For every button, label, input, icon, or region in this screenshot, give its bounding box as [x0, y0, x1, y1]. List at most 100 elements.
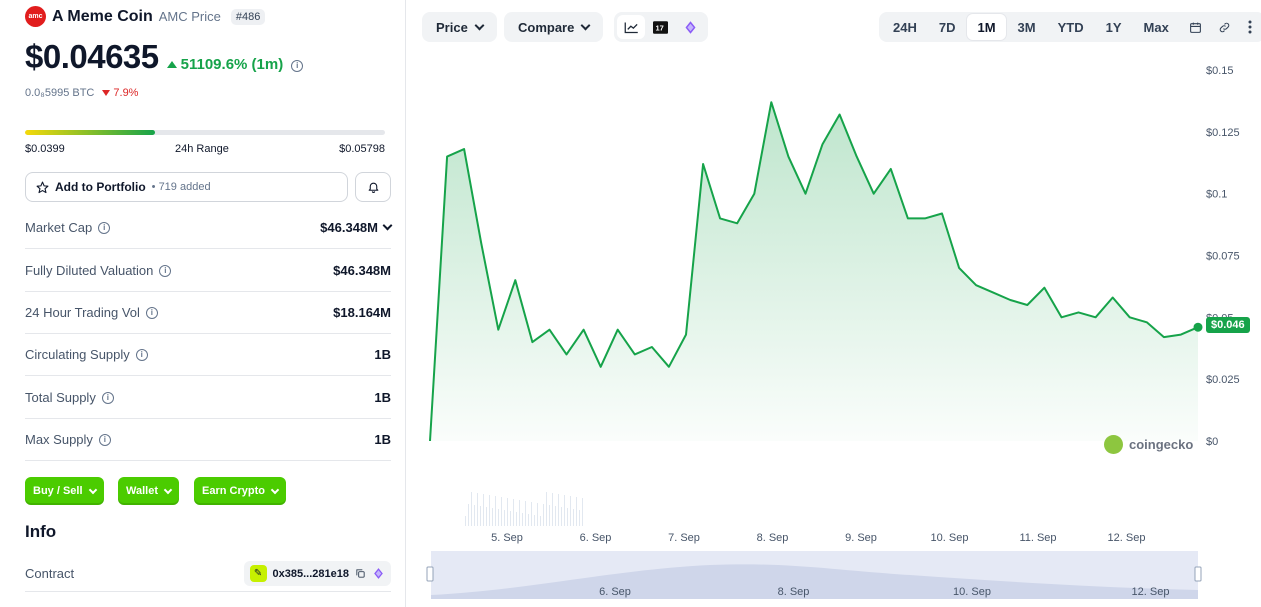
- x-tick-label: 12. Sep: [1108, 532, 1146, 544]
- volume-bar: [480, 506, 481, 526]
- current-price-tag: $0.046: [1206, 317, 1250, 333]
- contract-address: 0x385...281e18: [272, 567, 349, 580]
- tradingview-button[interactable]: 17: [645, 12, 675, 42]
- volume-bar: [510, 511, 511, 526]
- range-7d-button[interactable]: 7D: [938, 19, 956, 35]
- contract-label: Contract: [25, 566, 75, 581]
- stat-label: Max Supply: [25, 432, 93, 447]
- volume-bar: [495, 496, 496, 526]
- price-change-value: 51109.6% (1m): [180, 56, 284, 73]
- volume-bar: [531, 502, 532, 526]
- earn-crypto-button[interactable]: Earn Crypto: [194, 477, 286, 505]
- contract-chip[interactable]: ✎ 0x385...281e18: [243, 561, 391, 586]
- volume-bar: [573, 509, 574, 526]
- volume-bar: [504, 510, 505, 526]
- volume-bar: [489, 495, 490, 526]
- chain-logo-icon: ✎: [249, 565, 267, 582]
- volume-bar: [525, 501, 526, 526]
- stat-row-total-supply: Total Supply i 1B: [25, 377, 391, 419]
- range-ytd-button[interactable]: YTD: [1057, 19, 1084, 35]
- stat-value: $46.348M: [320, 220, 378, 235]
- range-high: $0.05798: [339, 143, 385, 155]
- navigator-right-handle[interactable]: [1194, 566, 1202, 582]
- price-line: [429, 101, 1199, 442]
- volume-bar: [474, 505, 475, 526]
- volume-bar: [540, 516, 541, 526]
- range-bar-fill: [25, 130, 155, 135]
- add-to-portfolio-button[interactable]: Add to Portfolio • 719 added: [25, 172, 348, 202]
- diamond-icon: [685, 20, 695, 34]
- range-max-button[interactable]: Max: [1143, 19, 1169, 35]
- price-dropdown[interactable]: Price: [422, 12, 497, 42]
- info-icon[interactable]: i: [291, 59, 304, 72]
- stat-row-volume: 24 Hour Trading Vol i $18.164M: [25, 292, 391, 334]
- x-tick-label: 7. Sep: [668, 532, 700, 544]
- info-icon[interactable]: i: [98, 221, 111, 234]
- stat-row-circulating-supply: Circulating Supply i 1B: [25, 334, 391, 376]
- info-icon[interactable]: i: [98, 433, 111, 446]
- range-navigator[interactable]: 6. Sep 8. Sep 10. Sep 12. Sep: [426, 551, 1202, 599]
- range-bar: [25, 130, 385, 135]
- chevron-down-icon[interactable]: [382, 220, 393, 231]
- time-range-group: 24H 7D 1M 3M YTD 1Y Max: [879, 12, 1261, 42]
- volume-bars: [465, 492, 583, 526]
- volume-bar: [552, 493, 553, 526]
- volume-bar: [507, 498, 508, 526]
- volume-bar: [549, 505, 550, 526]
- stat-label: 24 Hour Trading Vol: [25, 305, 140, 320]
- watermark-text: coingecko: [1129, 437, 1194, 452]
- info-icon[interactable]: i: [101, 391, 114, 404]
- calendar-button[interactable]: [1181, 12, 1211, 42]
- explorer-diamond-icon[interactable]: [372, 567, 385, 580]
- range-1y-button[interactable]: 1Y: [1105, 19, 1122, 35]
- y-tick-label: $0.1: [1206, 189, 1227, 201]
- portfolio-added-count: • 719 added: [151, 181, 211, 193]
- line-chart-button[interactable]: [617, 15, 645, 39]
- volume-bar: [537, 503, 538, 526]
- stat-label: Fully Diluted Valuation: [25, 263, 154, 278]
- coin-logo: amc: [25, 6, 46, 27]
- range-3m-button[interactable]: 3M: [1017, 19, 1036, 35]
- coingecko-watermark: coingecko: [1104, 435, 1193, 454]
- info-icon[interactable]: i: [135, 348, 148, 361]
- wallet-button[interactable]: Wallet: [118, 477, 179, 505]
- volume-bar: [492, 508, 493, 526]
- copy-icon[interactable]: [355, 568, 366, 579]
- info-icon[interactable]: i: [159, 264, 172, 277]
- range-1m-button[interactable]: 1M: [967, 14, 1006, 40]
- wallet-label: Wallet: [126, 485, 158, 497]
- chevron-down-icon: [270, 485, 280, 494]
- volume-bar: [528, 514, 529, 526]
- earn-crypto-label: Earn Crypto: [202, 485, 265, 497]
- volume-bar: [468, 504, 469, 526]
- navigator-left-handle[interactable]: [426, 566, 434, 582]
- price-alert-button[interactable]: [355, 172, 391, 202]
- compare-dropdown[interactable]: Compare: [504, 12, 604, 42]
- stat-row-max-supply: Max Supply i 1B: [25, 419, 391, 461]
- volume-bar: [498, 509, 499, 526]
- buy-sell-label: Buy / Sell: [33, 485, 83, 497]
- share-link-button[interactable]: [1213, 12, 1237, 42]
- info-icon[interactable]: i: [145, 306, 158, 319]
- range-title: 24h Range: [175, 143, 229, 155]
- star-icon: [36, 181, 49, 193]
- buy-sell-button[interactable]: Buy / Sell: [25, 477, 104, 505]
- x-tick-label: 8. Sep: [757, 532, 789, 544]
- y-tick-label: $0.025: [1206, 374, 1240, 386]
- volume-bar: [546, 492, 547, 526]
- explorer-button[interactable]: [675, 12, 705, 42]
- volume-bar: [579, 510, 580, 526]
- navigator-axis: 6. Sep 8. Sep 10. Sep 12. Sep: [599, 586, 1169, 598]
- rank-badge: #486: [230, 8, 266, 25]
- btc-price: 0.0₈5995 BTC: [25, 87, 95, 99]
- current-price: $0.04635: [25, 38, 159, 75]
- price-chart[interactable]: $0.15$0.125$0.1$0.075$0.05$0.025$0 5. Se…: [410, 50, 1261, 607]
- volume-bar: [477, 493, 478, 526]
- more-options-button[interactable]: [1239, 12, 1261, 42]
- volume-bar: [567, 508, 568, 526]
- coin-name: A Meme Coin: [52, 7, 153, 25]
- range-24h-button[interactable]: 24H: [893, 19, 917, 35]
- x-tick-label: 11. Sep: [1019, 532, 1056, 544]
- y-axis: $0.15$0.125$0.1$0.075$0.05$0.025$0: [1206, 65, 1240, 448]
- navigator-series: [431, 564, 1198, 599]
